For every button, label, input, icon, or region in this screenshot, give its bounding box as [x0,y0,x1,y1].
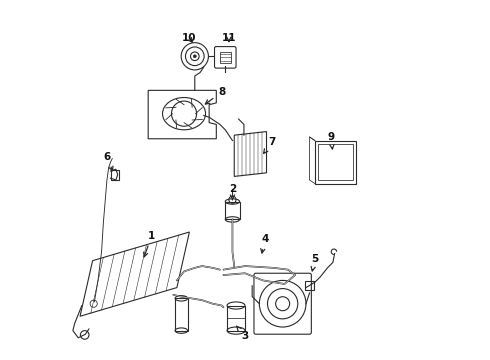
Text: 8: 8 [205,87,225,104]
Bar [318,144,353,180]
Text: 7: 7 [264,138,275,153]
Text: 11: 11 [221,33,236,43]
Bar [220,51,231,63]
Bar [315,140,356,184]
Text: 5: 5 [311,254,318,271]
Bar [175,298,188,330]
Bar [225,202,240,220]
Text: 1: 1 [144,231,155,257]
Text: 3: 3 [237,326,248,341]
Text: 2: 2 [229,184,236,200]
Text: 4: 4 [261,234,269,253]
Text: 6: 6 [103,152,113,171]
Text: 9: 9 [327,132,335,149]
Bar [227,306,245,330]
Circle shape [194,55,196,58]
Text: 10: 10 [182,33,196,43]
